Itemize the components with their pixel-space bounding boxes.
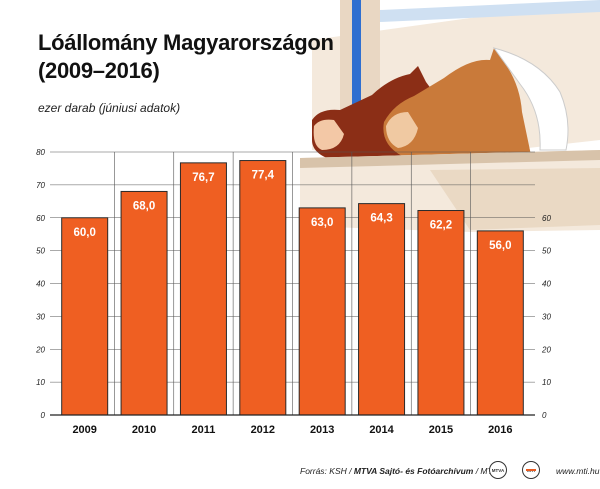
bar-2013 <box>298 207 346 416</box>
left-tick-label: 10 <box>36 378 45 387</box>
bar-2014 <box>358 203 406 416</box>
source-name: MTVA Sajtó- és Fotóarchívum <box>353 466 474 476</box>
right-tick-label: 10 <box>542 378 551 387</box>
left-tick-label: 30 <box>36 312 45 321</box>
bar-2015 <box>417 210 465 416</box>
right-tick-label: 50 <box>542 247 551 256</box>
mtva-logo-text: MTVA <box>491 467 505 473</box>
source-credit: Forrás: KSH / MTVA Sajtó- és Fotóarchívu… <box>300 466 495 476</box>
right-tick-label: 60 <box>542 214 551 223</box>
left-tick-label: 40 <box>36 280 45 289</box>
horse-illustration <box>300 0 600 232</box>
value-label: 76,7 <box>192 172 214 184</box>
bar-2010 <box>120 190 168 416</box>
left-tick-label: 50 <box>36 247 45 256</box>
value-labels: 60,0 68,0 76,7 77,4 63,0 64,3 62,2 56,0 <box>73 170 511 252</box>
left-tick-label: 80 <box>36 148 45 157</box>
unit-label: ezer darab (júniusi adatok) <box>38 101 181 115</box>
value-label: 56,0 <box>489 240 511 252</box>
right-tick-label: 20 <box>541 345 551 354</box>
bar-2016 <box>476 230 524 416</box>
chart-subtitle: (2009–2016) <box>38 58 160 83</box>
bar-2011 <box>179 162 227 416</box>
left-tick-label: 20 <box>35 345 45 354</box>
value-label: 62,2 <box>430 220 452 232</box>
category-label: 2016 <box>488 424 512 436</box>
category-label: 2015 <box>429 424 453 436</box>
mti-logo-icon: MTI <box>522 461 540 479</box>
category-label: 2010 <box>132 424 156 436</box>
bar-2009 <box>61 217 109 416</box>
value-label: 77,4 <box>252 170 275 182</box>
category-label: 2012 <box>251 424 275 436</box>
right-axis-ticks: 0 10 20 30 40 50 60 <box>541 214 551 420</box>
category-labels: 2009 2010 2011 2012 2013 2014 2015 2016 <box>72 424 512 436</box>
left-tick-label: 60 <box>36 214 45 223</box>
mti-logo-text: MTI <box>527 467 535 473</box>
value-label: 64,3 <box>370 213 392 225</box>
right-tick-label: 40 <box>542 280 551 289</box>
bars <box>61 160 524 416</box>
category-label: 2009 <box>72 424 96 436</box>
right-tick-label: 30 <box>542 312 551 321</box>
source-suffix: / MTI <box>473 466 496 476</box>
right-tick-label: 0 <box>542 411 547 420</box>
left-tick-label: 0 <box>41 411 46 420</box>
website-link[interactable]: www.mti.hu <box>556 466 600 476</box>
chart-title: Lóállomány Magyarországon <box>38 30 334 55</box>
category-label: 2014 <box>369 424 394 436</box>
value-label: 68,0 <box>133 200 155 212</box>
source-prefix: Forrás: KSH / <box>300 466 354 476</box>
left-axis-ticks: 0 10 20 30 40 50 60 70 80 <box>35 148 45 420</box>
category-label: 2011 <box>192 424 216 436</box>
value-label: 60,0 <box>73 227 95 239</box>
left-tick-label: 70 <box>36 181 45 190</box>
bar-2012 <box>239 160 287 416</box>
value-label: 63,0 <box>311 217 333 229</box>
mtva-logo-icon: MTVA <box>489 461 507 479</box>
category-label: 2013 <box>310 424 334 436</box>
